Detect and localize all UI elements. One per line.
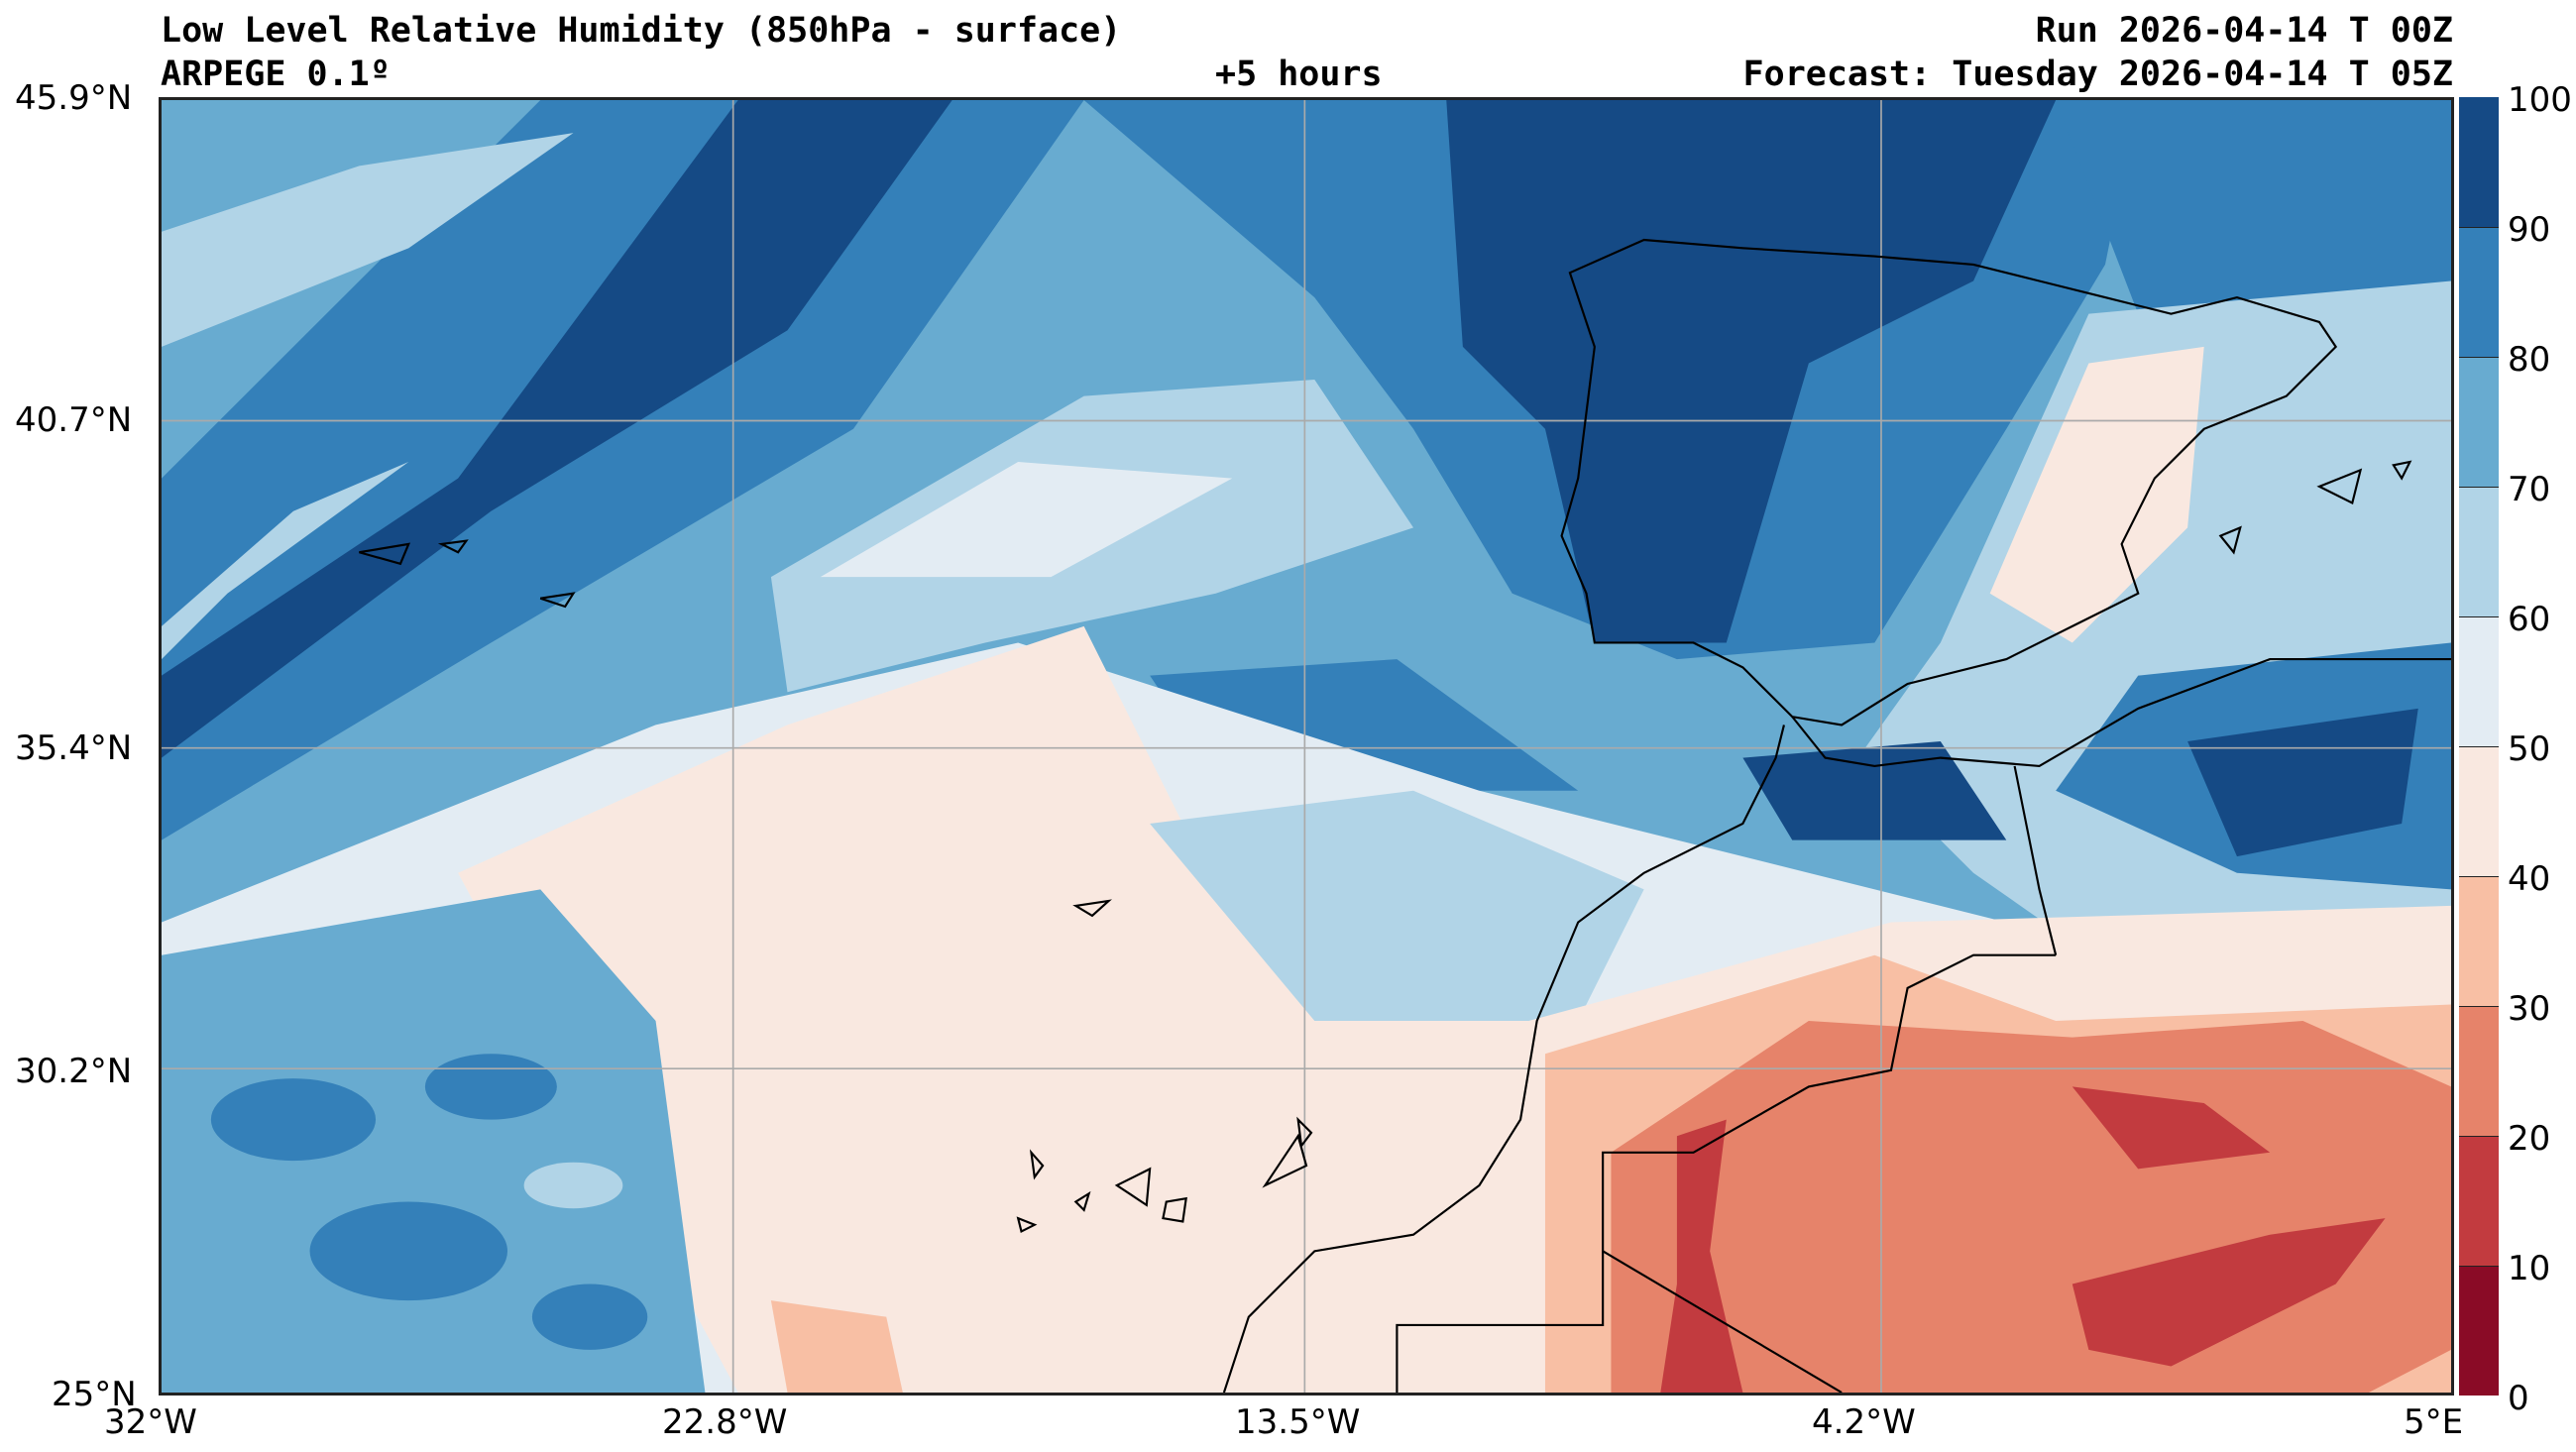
fill-10-20 [1660,1119,1743,1393]
colorbar-level-30-40 [2459,876,2499,1006]
coastlines [359,238,2451,1394]
colorbar-tick: 30 [2508,989,2551,1029]
fill-80-90 [309,1201,507,1301]
lat-tick: 35.4°N [15,728,133,768]
fill-70-80 [162,889,706,1393]
colorbar-tick: 90 [2508,210,2551,250]
colorbar-level-50-60 [2459,616,2499,746]
fill-80-90 [531,1284,648,1350]
colorbar-tick: 0 [2508,1379,2529,1418]
fill-50-60 [820,461,1233,578]
colorbar-tick: 20 [2508,1119,2551,1159]
fill-10-20 [2072,1086,2271,1170]
fill-90-100 [2187,708,2418,857]
fill-30-40 [770,1300,903,1393]
colorbar-tick: 10 [2508,1249,2551,1288]
lat-tick: 30.2°N [15,1052,133,1091]
colorbar-level-0-10 [2459,1266,2499,1396]
colorbar-tick: 50 [2508,729,2551,769]
fill-90-100 [1446,100,2057,643]
lead-time: +5 hours [1215,55,1383,94]
lon-tick: 22.8°W [662,1402,788,1442]
colorbar-tick: 80 [2508,340,2551,380]
fill-60-70 [1150,790,1644,1022]
colorbar-level-90-100 [2459,97,2499,227]
fill-90-100 [1742,741,2007,840]
lon-tick: 32°W [104,1402,197,1442]
colorbar-tick: 60 [2508,600,2551,639]
fill-60-70 [523,1162,623,1209]
colorbar-level-40-50 [2459,746,2499,876]
run-time: Run 2026-04-14 T 00Z [2035,11,2453,51]
fill-60-70 [162,133,574,347]
forecast-time: Forecast: Tuesday 2026-04-14 T 05Z [1742,55,2453,94]
map-canvas [162,100,2451,1394]
fill-20-30 [1611,1021,2451,1393]
fill-40-50 [458,625,1579,1393]
colorbar [2459,97,2499,1396]
colorbar-tick: 100 [2508,80,2572,120]
lon-tick: 4.2°W [1812,1402,1916,1442]
colorbar-level-20-30 [2459,1006,2499,1136]
lon-tick: 5°E [2404,1402,2464,1442]
colorbar-level-10-20 [2459,1136,2499,1266]
colorbar-tick: 70 [2508,470,2551,509]
fill-80-90 [424,1054,557,1120]
lat-tick: 40.7°N [15,400,133,440]
fill-90-100 [162,100,952,758]
lat-tick: 45.9°N [15,78,133,118]
fill-80-90 [210,1078,377,1162]
map-title: Low Level Relative Humidity (850hPa - su… [161,11,1122,51]
fill-80-90 [162,100,1084,840]
humidity-map [159,97,2454,1396]
colorbar-level-80-90 [2459,227,2499,357]
model-label: ARPEGE 0.1º [161,55,391,94]
colorbar-level-60-70 [2459,487,2499,616]
lon-tick: 13.5°W [1235,1402,1361,1442]
colorbar-tick: 40 [2508,859,2551,899]
fill-10-20 [2072,1218,2386,1367]
lat-tick: 25°N [52,1375,137,1414]
colorbar-level-70-80 [2459,357,2499,487]
